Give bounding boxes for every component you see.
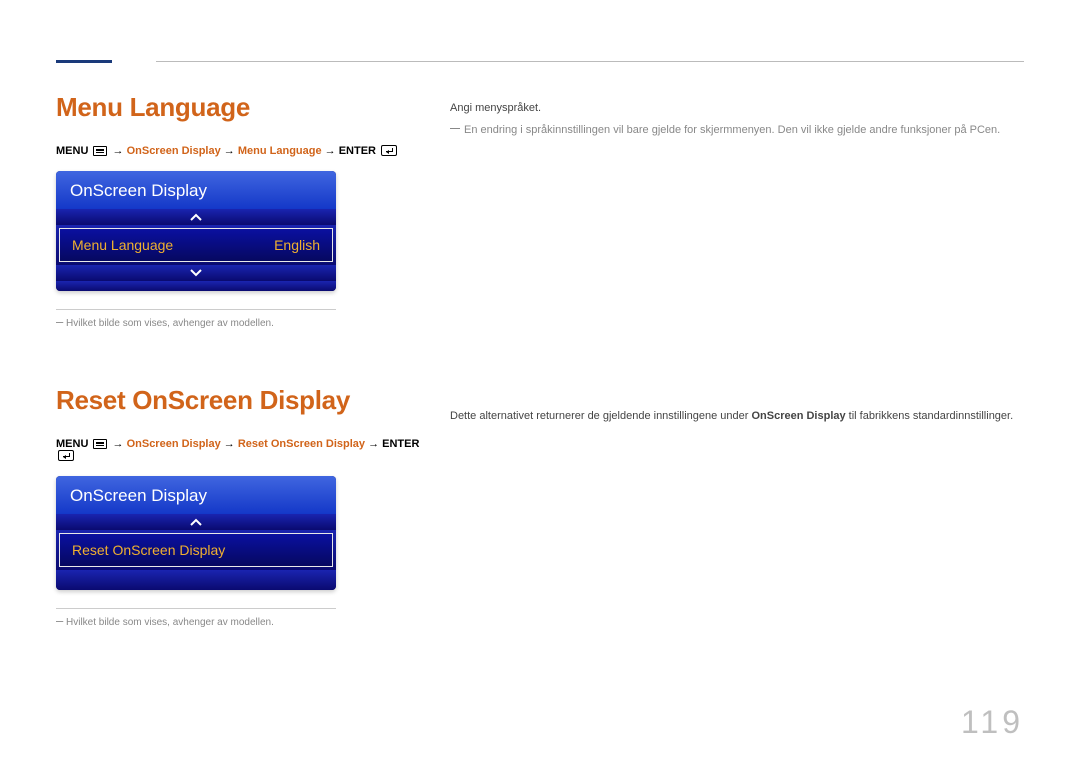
breadcrumb-menu-prefix: MENU — [56, 145, 88, 157]
osd-bottom-pad — [56, 281, 336, 291]
breadcrumb-arrow: → — [325, 145, 336, 157]
body-reset-text: Dette alternativet returnerer de gjelden… — [450, 408, 1024, 426]
breadcrumb-part1: OnScreen Display — [127, 438, 221, 450]
osd-item-reset[interactable]: Reset OnScreen Display — [56, 530, 336, 570]
breadcrumb-part1: OnScreen Display — [127, 145, 221, 157]
model-note: Hvilket bilde som vises, avhenger av mod… — [56, 617, 426, 628]
breadcrumb-menu-prefix: MENU — [56, 438, 88, 450]
heading-menu-language: Menu Language — [56, 92, 426, 123]
breadcrumb-menu-language: MENU → OnScreen Display → Menu Language … — [56, 145, 426, 157]
breadcrumb-part2: Reset OnScreen Display — [238, 438, 365, 450]
breadcrumb-arrow: → — [224, 438, 235, 450]
header-rule — [156, 61, 1024, 62]
osd-up-arrow-row[interactable] — [56, 209, 336, 225]
osd-up-arrow-row[interactable] — [56, 514, 336, 530]
menu-icon — [93, 146, 107, 156]
divider — [56, 608, 336, 609]
header-rule-accent — [56, 60, 112, 63]
osd-widget-reset: OnScreen Display Reset OnScreen Display — [56, 476, 336, 590]
menu-icon — [93, 439, 107, 449]
chevron-up-icon — [188, 211, 204, 223]
breadcrumb-arrow: → — [368, 438, 379, 450]
chevron-down-icon — [188, 267, 204, 279]
body-prefix: Dette alternativet returnerer de gjelden… — [450, 410, 751, 422]
body-suffix: til fabrikkens standardinnstillinger. — [846, 410, 1014, 422]
right-column-sec1: Angi menyspråket. En endring i språkinns… — [450, 100, 1024, 138]
divider — [56, 309, 336, 310]
osd-title: OnScreen Display — [56, 476, 336, 514]
osd-item-value: English — [274, 237, 320, 253]
breadcrumb-reset-osd: MENU → OnScreen Display → Reset OnScreen… — [56, 438, 426, 462]
osd-title: OnScreen Display — [56, 171, 336, 209]
page-number: 119 — [961, 704, 1024, 741]
body-line2: En endring i språkinnstillingen vil bare… — [450, 122, 1024, 139]
heading-reset-osd: Reset OnScreen Display — [56, 385, 426, 416]
chevron-up-icon — [188, 516, 204, 528]
osd-item-label: Menu Language — [72, 237, 173, 253]
model-note: Hvilket bilde som vises, avhenger av mod… — [56, 318, 426, 329]
enter-icon — [381, 145, 397, 156]
breadcrumb-part2: Menu Language — [238, 145, 322, 157]
section-reset-osd: Reset OnScreen Display MENU → OnScreen D… — [56, 385, 426, 628]
osd-item-label: Reset OnScreen Display — [72, 542, 225, 558]
left-column: Menu Language MENU → OnScreen Display → … — [56, 92, 426, 628]
osd-item-menu-language[interactable]: Menu Language English — [56, 225, 336, 265]
osd-down-arrow-row[interactable] — [56, 265, 336, 281]
breadcrumb-arrow: → — [224, 145, 235, 157]
breadcrumb-arrow: → — [113, 438, 124, 450]
body-strong: OnScreen Display — [751, 410, 845, 422]
enter-icon — [58, 450, 74, 461]
osd-bottom-pad — [56, 570, 336, 590]
breadcrumb-enter-prefix: ENTER — [339, 145, 376, 157]
right-column-sec2: Dette alternativet returnerer de gjelden… — [450, 408, 1024, 430]
body-line1: Angi menyspråket. — [450, 100, 1024, 118]
breadcrumb-arrow: → — [113, 145, 124, 157]
osd-widget-menu-language: OnScreen Display Menu Language English — [56, 171, 336, 291]
breadcrumb-enter-prefix: ENTER — [382, 438, 419, 450]
